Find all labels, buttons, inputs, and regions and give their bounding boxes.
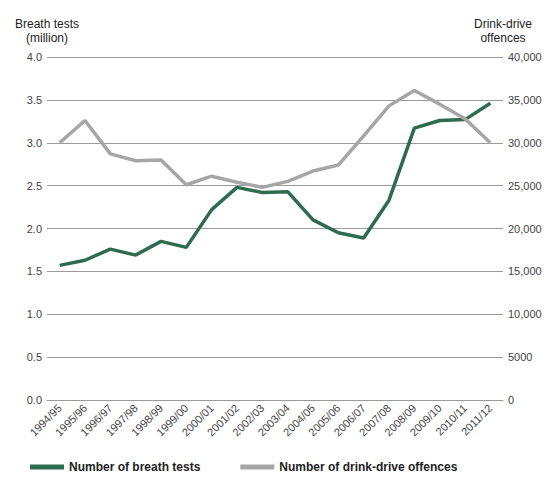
svg-text:2003/04: 2003/04 bbox=[255, 401, 292, 439]
svg-text:35,000: 35,000 bbox=[508, 94, 542, 106]
svg-text:20,000: 20,000 bbox=[508, 223, 542, 235]
svg-text:offences: offences bbox=[480, 31, 525, 45]
svg-text:Number of breath tests: Number of breath tests bbox=[69, 460, 201, 474]
svg-text:0.5: 0.5 bbox=[27, 351, 42, 363]
svg-text:1.5: 1.5 bbox=[27, 265, 42, 277]
svg-text:2011/12: 2011/12 bbox=[459, 402, 495, 438]
svg-text:2002/03: 2002/03 bbox=[230, 401, 267, 439]
svg-text:15,000: 15,000 bbox=[508, 265, 542, 277]
svg-text:1.0: 1.0 bbox=[27, 308, 42, 320]
svg-text:30,000: 30,000 bbox=[508, 137, 542, 149]
svg-text:10,000: 10,000 bbox=[508, 308, 542, 320]
svg-text:2006/07: 2006/07 bbox=[331, 401, 368, 439]
svg-text:40,000: 40,000 bbox=[508, 51, 542, 63]
svg-text:2004/05: 2004/05 bbox=[280, 401, 318, 439]
svg-text:Drink-drive: Drink-drive bbox=[474, 17, 532, 31]
svg-text:2.0: 2.0 bbox=[27, 223, 42, 235]
svg-text:(million): (million) bbox=[26, 31, 68, 45]
svg-text:2008/09: 2008/09 bbox=[382, 401, 419, 439]
svg-text:1996/97: 1996/97 bbox=[78, 401, 115, 439]
svg-text:2010/11: 2010/11 bbox=[433, 401, 470, 438]
svg-text:2.5: 2.5 bbox=[27, 180, 42, 192]
svg-text:3.5: 3.5 bbox=[27, 94, 42, 106]
svg-text:3.0: 3.0 bbox=[27, 137, 42, 149]
svg-text:2001/02: 2001/02 bbox=[204, 401, 242, 439]
svg-text:1995/96: 1995/96 bbox=[52, 401, 90, 439]
svg-text:1998/99: 1998/99 bbox=[128, 401, 166, 439]
svg-text:4.0: 4.0 bbox=[27, 51, 42, 63]
svg-text:2007/08: 2007/08 bbox=[356, 401, 394, 439]
svg-text:2000/01: 2000/01 bbox=[179, 401, 216, 439]
svg-text:2005/06: 2005/06 bbox=[306, 401, 343, 439]
svg-text:1999/00: 1999/00 bbox=[154, 401, 191, 439]
svg-text:1997/98: 1997/98 bbox=[103, 401, 140, 439]
svg-text:Breath tests: Breath tests bbox=[15, 17, 79, 31]
svg-text:1994/95: 1994/95 bbox=[27, 401, 64, 439]
svg-text:0.0: 0.0 bbox=[27, 394, 42, 406]
svg-text:0: 0 bbox=[508, 394, 514, 406]
svg-text:5000: 5000 bbox=[508, 351, 532, 363]
svg-text:2009/10: 2009/10 bbox=[407, 401, 444, 439]
svg-text:Number of drink-drive offences: Number of drink-drive offences bbox=[279, 460, 457, 474]
svg-text:25,000: 25,000 bbox=[508, 180, 542, 192]
